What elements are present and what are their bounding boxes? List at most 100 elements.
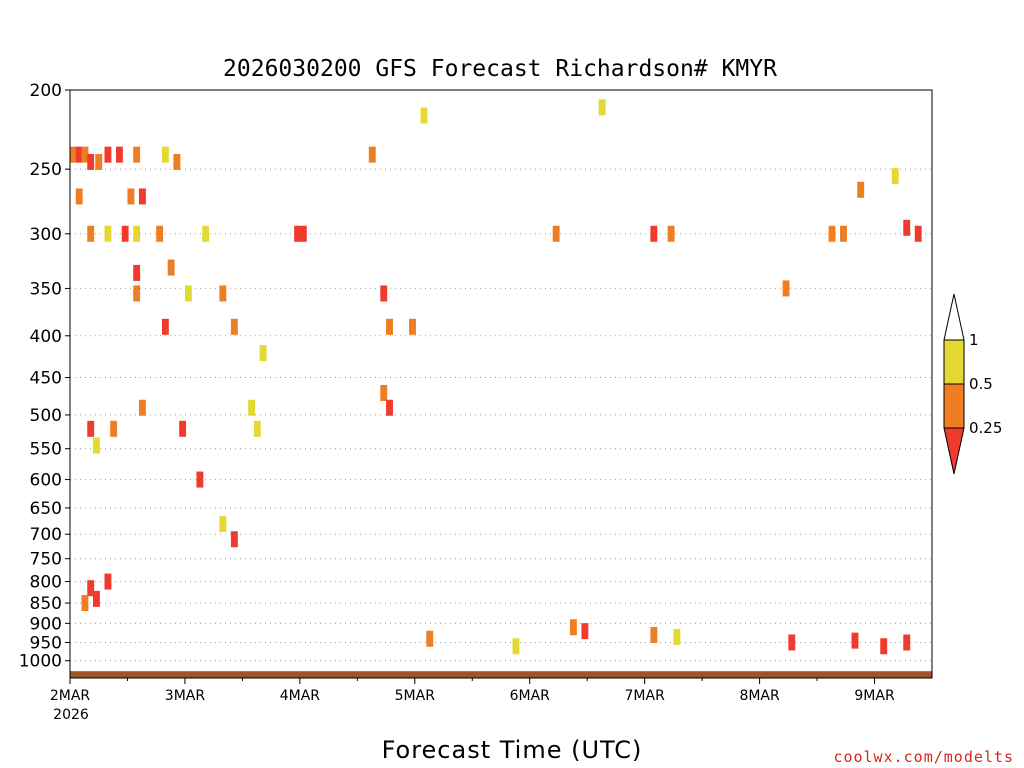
ri-cell xyxy=(92,590,100,607)
ri-cell xyxy=(299,225,307,242)
y-tick-label: 900 xyxy=(30,614,62,634)
ri-cell xyxy=(673,628,681,645)
ri-cell xyxy=(75,146,83,163)
ri-cell xyxy=(87,153,95,170)
ri-cell xyxy=(914,225,922,242)
ri-cell xyxy=(115,146,123,163)
ri-cell xyxy=(386,318,393,335)
ri-cell xyxy=(380,285,388,302)
legend-label: 0.25 xyxy=(969,419,1002,437)
ri-cell xyxy=(828,225,836,242)
ri-cell xyxy=(87,225,95,242)
legend-swatch-lt0.25 xyxy=(943,427,965,475)
y-tick-label: 650 xyxy=(30,499,62,519)
legend-label: 0.5 xyxy=(969,375,993,393)
ri-cell xyxy=(70,146,77,163)
y-tick-label: 800 xyxy=(30,573,62,593)
ri-cell xyxy=(104,225,112,242)
ri-cell xyxy=(294,225,302,242)
ri-cell xyxy=(248,399,256,416)
y-tick-label: 200 xyxy=(30,81,62,101)
ri-cell xyxy=(95,153,103,170)
y-tick-label: 550 xyxy=(30,440,62,460)
ri-cell xyxy=(179,420,187,437)
ri-cell xyxy=(219,285,227,302)
ri-cell xyxy=(840,225,847,242)
x-tick-label: 4MAR xyxy=(280,688,321,704)
ri-cell xyxy=(782,280,790,297)
ri-cell xyxy=(104,146,112,163)
ri-cell xyxy=(184,285,192,302)
ri-cell xyxy=(903,219,911,236)
chart-title: 2026030200 GFS Forecast Richardson# KMYR xyxy=(223,56,777,82)
ri-cell xyxy=(92,437,100,454)
colorbar-legend: 1 0.5 0.25 xyxy=(943,293,1002,475)
ri-cell xyxy=(253,420,261,437)
ri-cell xyxy=(569,619,577,636)
ri-cell xyxy=(133,264,141,281)
ri-cell xyxy=(891,168,899,185)
x-tick-label: 9MAR xyxy=(854,688,895,704)
ri-cell xyxy=(138,188,146,205)
ri-cell xyxy=(81,146,89,163)
ri-cell xyxy=(903,634,911,651)
y-tick-label: 250 xyxy=(30,160,62,180)
ri-cell xyxy=(133,285,141,302)
ri-cell xyxy=(420,107,428,124)
ground-surface xyxy=(70,671,932,678)
gridlines xyxy=(70,168,932,662)
ri-cell xyxy=(133,146,141,163)
ri-cell xyxy=(75,188,83,205)
y-tick-label: 1000 xyxy=(19,652,62,672)
y-tick-label: 450 xyxy=(30,369,62,389)
ri-cell xyxy=(167,259,175,276)
y-tick-label: 400 xyxy=(30,327,62,347)
ri-cell xyxy=(104,573,112,590)
ri-cell xyxy=(161,318,169,335)
ri-cell xyxy=(512,638,520,655)
ri-cell xyxy=(788,634,796,651)
ri-cell xyxy=(138,399,146,416)
ri-cell xyxy=(156,225,164,242)
x-tick-label: 8MAR xyxy=(739,688,780,704)
x-tick-label: 5MAR xyxy=(395,688,436,704)
ri-cell xyxy=(581,623,589,640)
ri-cell xyxy=(133,225,141,242)
ri-cell xyxy=(851,632,859,649)
richardson-cells xyxy=(70,99,922,655)
x-tick-label: 2MAR xyxy=(50,688,91,704)
legend-label: 1 xyxy=(969,331,979,349)
x-axis-title: Forecast Time (UTC) xyxy=(382,736,643,764)
plot-frame xyxy=(69,89,933,679)
ri-cell xyxy=(857,181,865,198)
ri-cell xyxy=(81,595,89,612)
legend-swatch-0.5-1 xyxy=(943,339,965,385)
ri-cell xyxy=(219,515,227,532)
x-tick-label: 7MAR xyxy=(625,688,666,704)
ri-cell xyxy=(230,318,238,335)
ri-cell xyxy=(667,225,675,242)
x-tick-label: 3MAR xyxy=(165,688,206,704)
x-tick-label: 6MAR xyxy=(510,688,551,704)
ri-cell xyxy=(426,630,434,647)
y-tick-label: 700 xyxy=(30,525,62,545)
y-tick-label: 850 xyxy=(30,594,62,614)
legend-swatch-0.25-0.5 xyxy=(943,383,965,429)
x-year-label: 2026 xyxy=(53,707,89,723)
ri-cell xyxy=(368,146,376,163)
ri-cell xyxy=(110,420,118,437)
ri-cell xyxy=(161,146,169,163)
ri-cell xyxy=(380,384,388,401)
y-tick-label: 300 xyxy=(30,225,62,245)
legend-swatch-gt1 xyxy=(943,293,965,341)
ri-cell xyxy=(386,399,393,416)
credit-link[interactable]: coolwx.com/modelts xyxy=(833,748,1014,766)
y-tick-label: 500 xyxy=(30,406,62,426)
ri-cell xyxy=(552,225,560,242)
y-axis: 200 250 300 350 400 450 500 550 600 650 700 750 8008… xyxy=(19,81,70,672)
ri-cell xyxy=(259,345,267,362)
ri-cell xyxy=(598,99,606,116)
ri-cell xyxy=(650,626,658,643)
ri-cell xyxy=(230,531,238,548)
ri-cell xyxy=(650,225,658,242)
